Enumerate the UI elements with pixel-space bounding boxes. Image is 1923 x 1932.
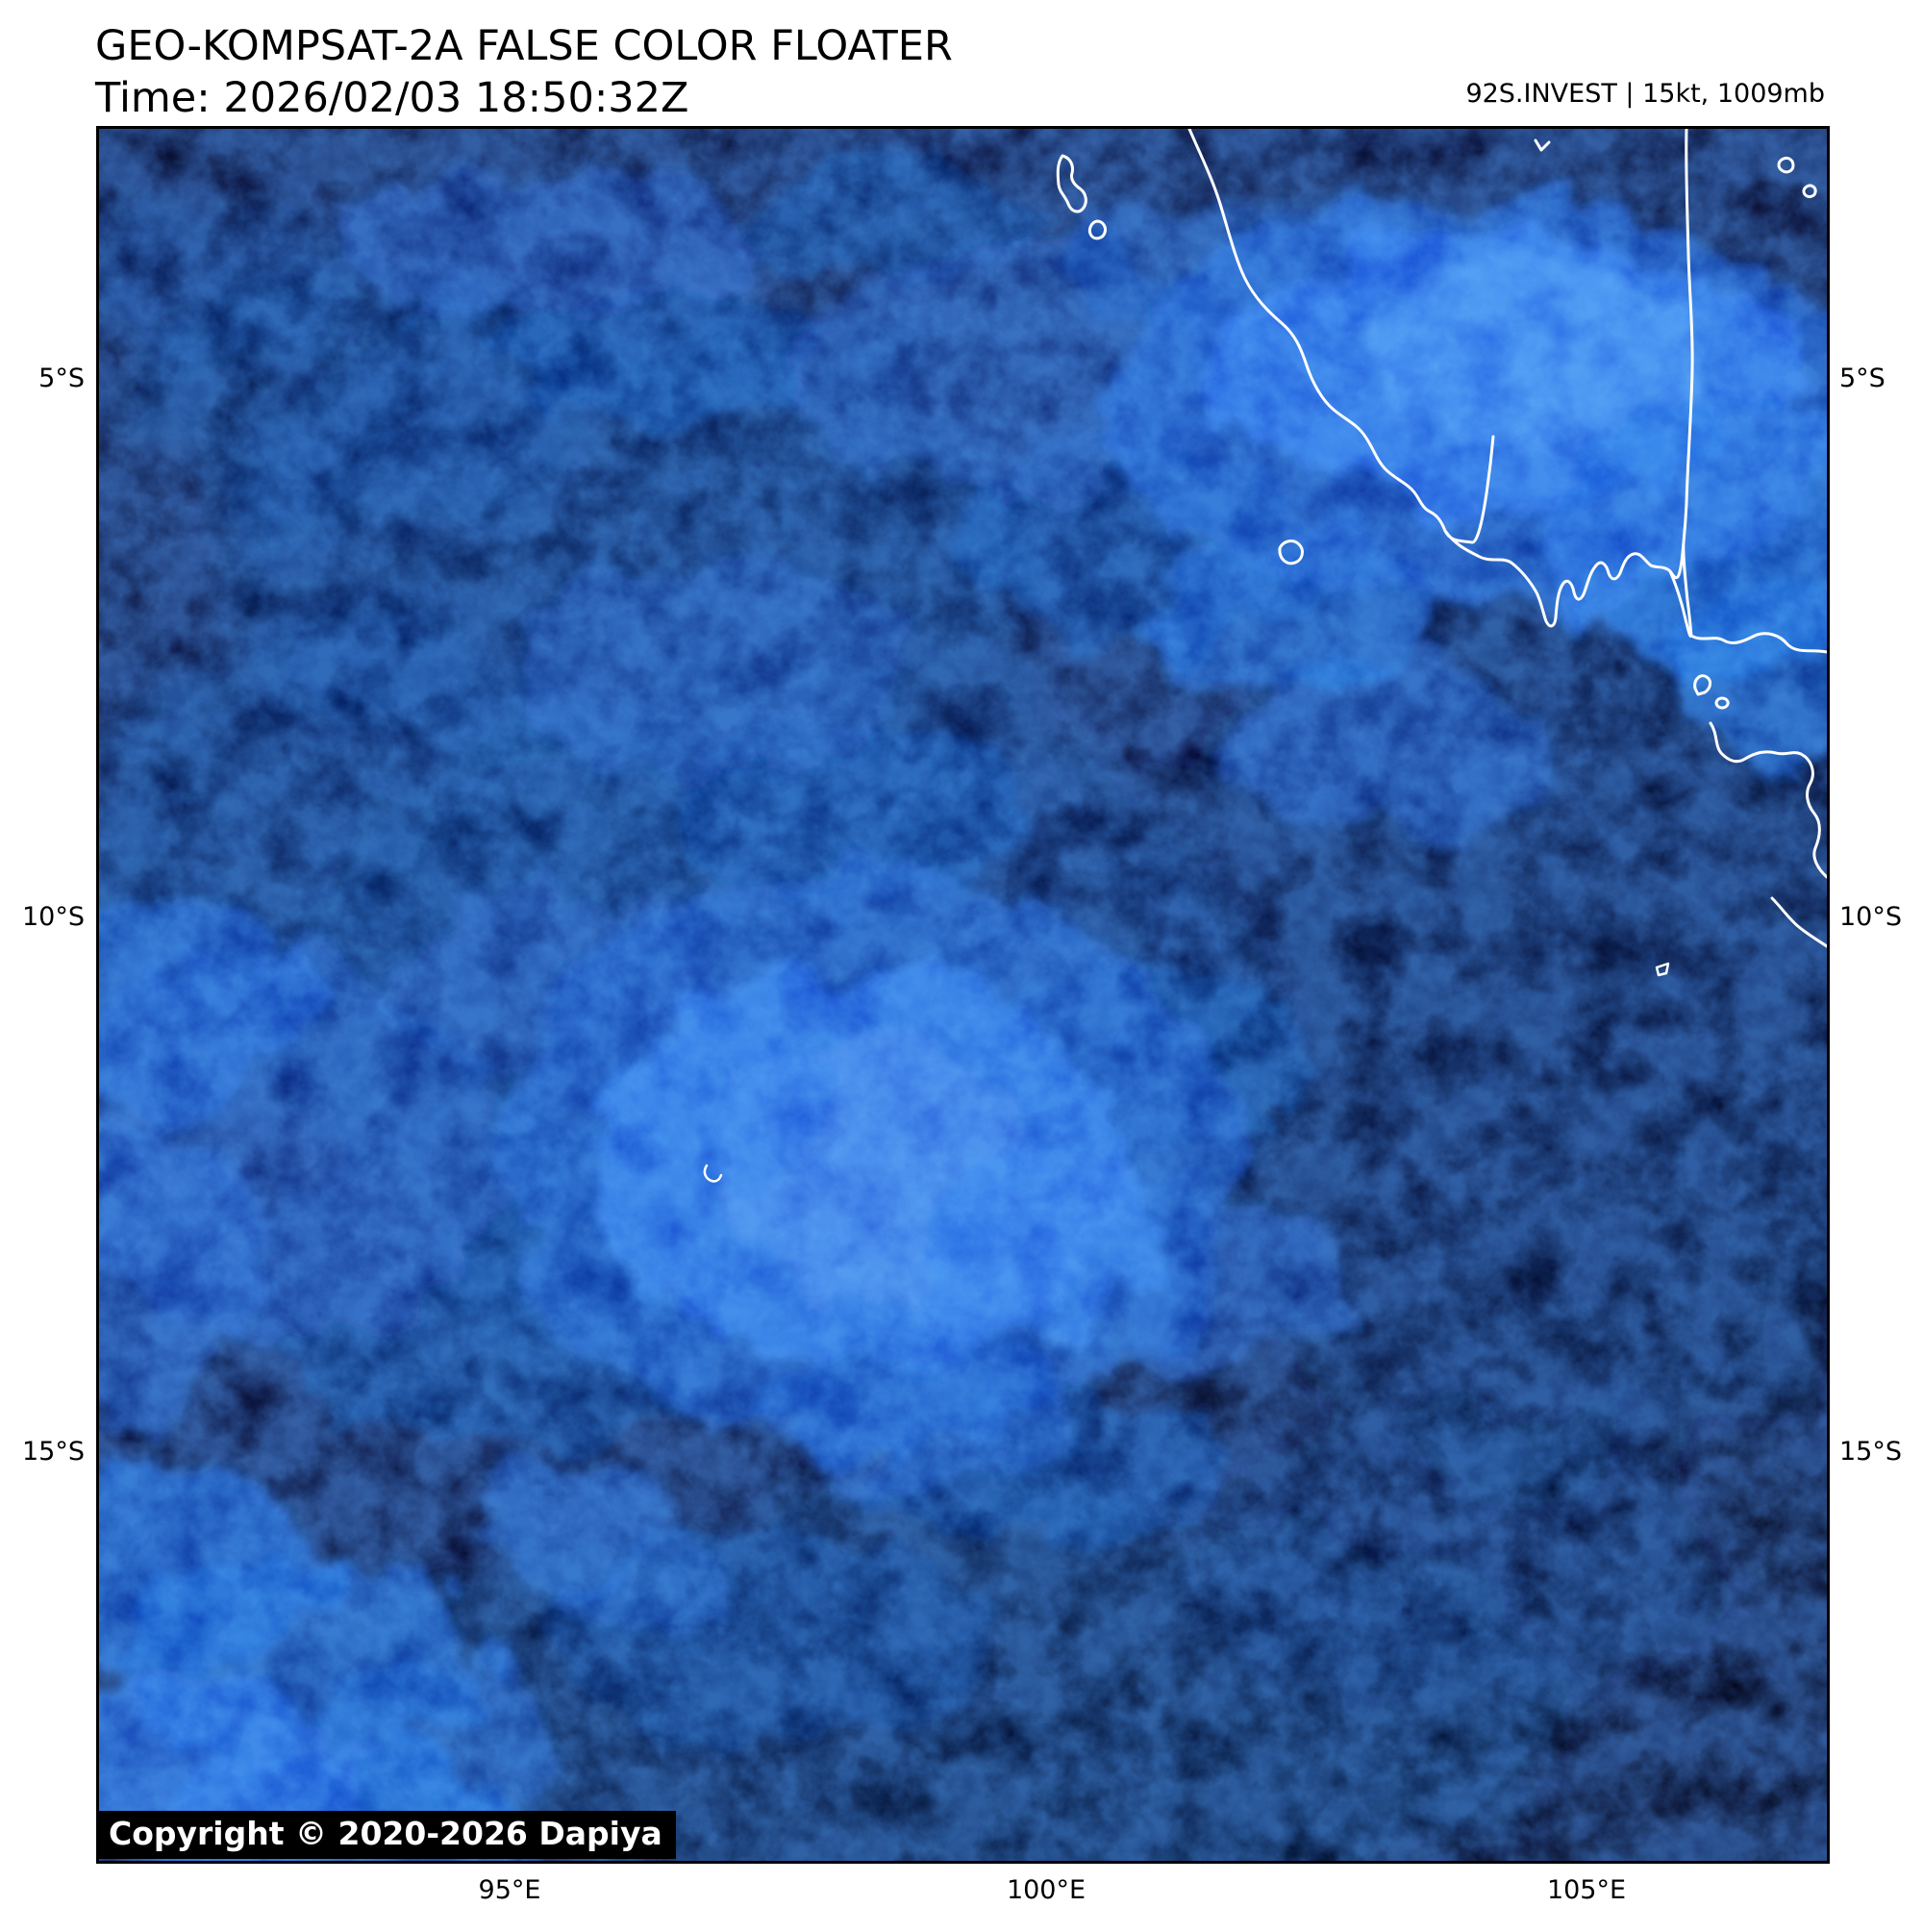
lat-label-10s-left: 10°S <box>22 902 85 932</box>
lat-label-15s-right: 15°S <box>1839 1437 1902 1467</box>
island-outline-sunda-islet <box>1714 696 1730 710</box>
island-outline-ne-2 <box>1802 184 1817 198</box>
lat-label-10s-right: 10°S <box>1839 902 1902 932</box>
product-title: GEO-KOMPSAT-2A FALSE COLOR FLOATER <box>95 22 953 70</box>
lon-label-95e: 95°E <box>478 1875 541 1905</box>
lat-label-5s-right: 5°S <box>1839 364 1886 393</box>
coastline-sumatra <box>1187 129 1694 639</box>
storm-info: 92S.INVEST | 15kt, 1009mb <box>1465 79 1825 109</box>
coastline-java <box>1709 721 1827 879</box>
coastline-top-notch <box>1534 138 1551 152</box>
copyright-badge: Copyright © 2020-2026 Dapiya <box>99 1811 676 1859</box>
island-outline-cocos <box>703 1164 723 1183</box>
island-outline-batu <box>1056 154 1087 213</box>
coastline-sunda-north <box>1689 632 1827 654</box>
timestamp: Time: 2026/02/03 18:50:32Z <box>95 74 689 122</box>
island-outline-enggano <box>1278 539 1304 565</box>
lon-label-105e: 105°E <box>1546 1875 1627 1905</box>
lat-label-15s-left: 15°S <box>22 1437 85 1467</box>
coastline-java-south <box>1770 896 1827 948</box>
island-outline-ne-1 <box>1777 156 1795 174</box>
lon-label-100e: 100°E <box>1006 1875 1086 1905</box>
island-outline-krakatoa <box>1693 674 1712 696</box>
satellite-map: Copyright © 2020-2026 Dapiya <box>96 126 1830 1864</box>
island-outline-small <box>1087 219 1107 240</box>
satellite-image <box>99 129 1827 1861</box>
island-outline-mid-right <box>1655 962 1670 977</box>
lat-label-5s-left: 5°S <box>38 364 85 393</box>
